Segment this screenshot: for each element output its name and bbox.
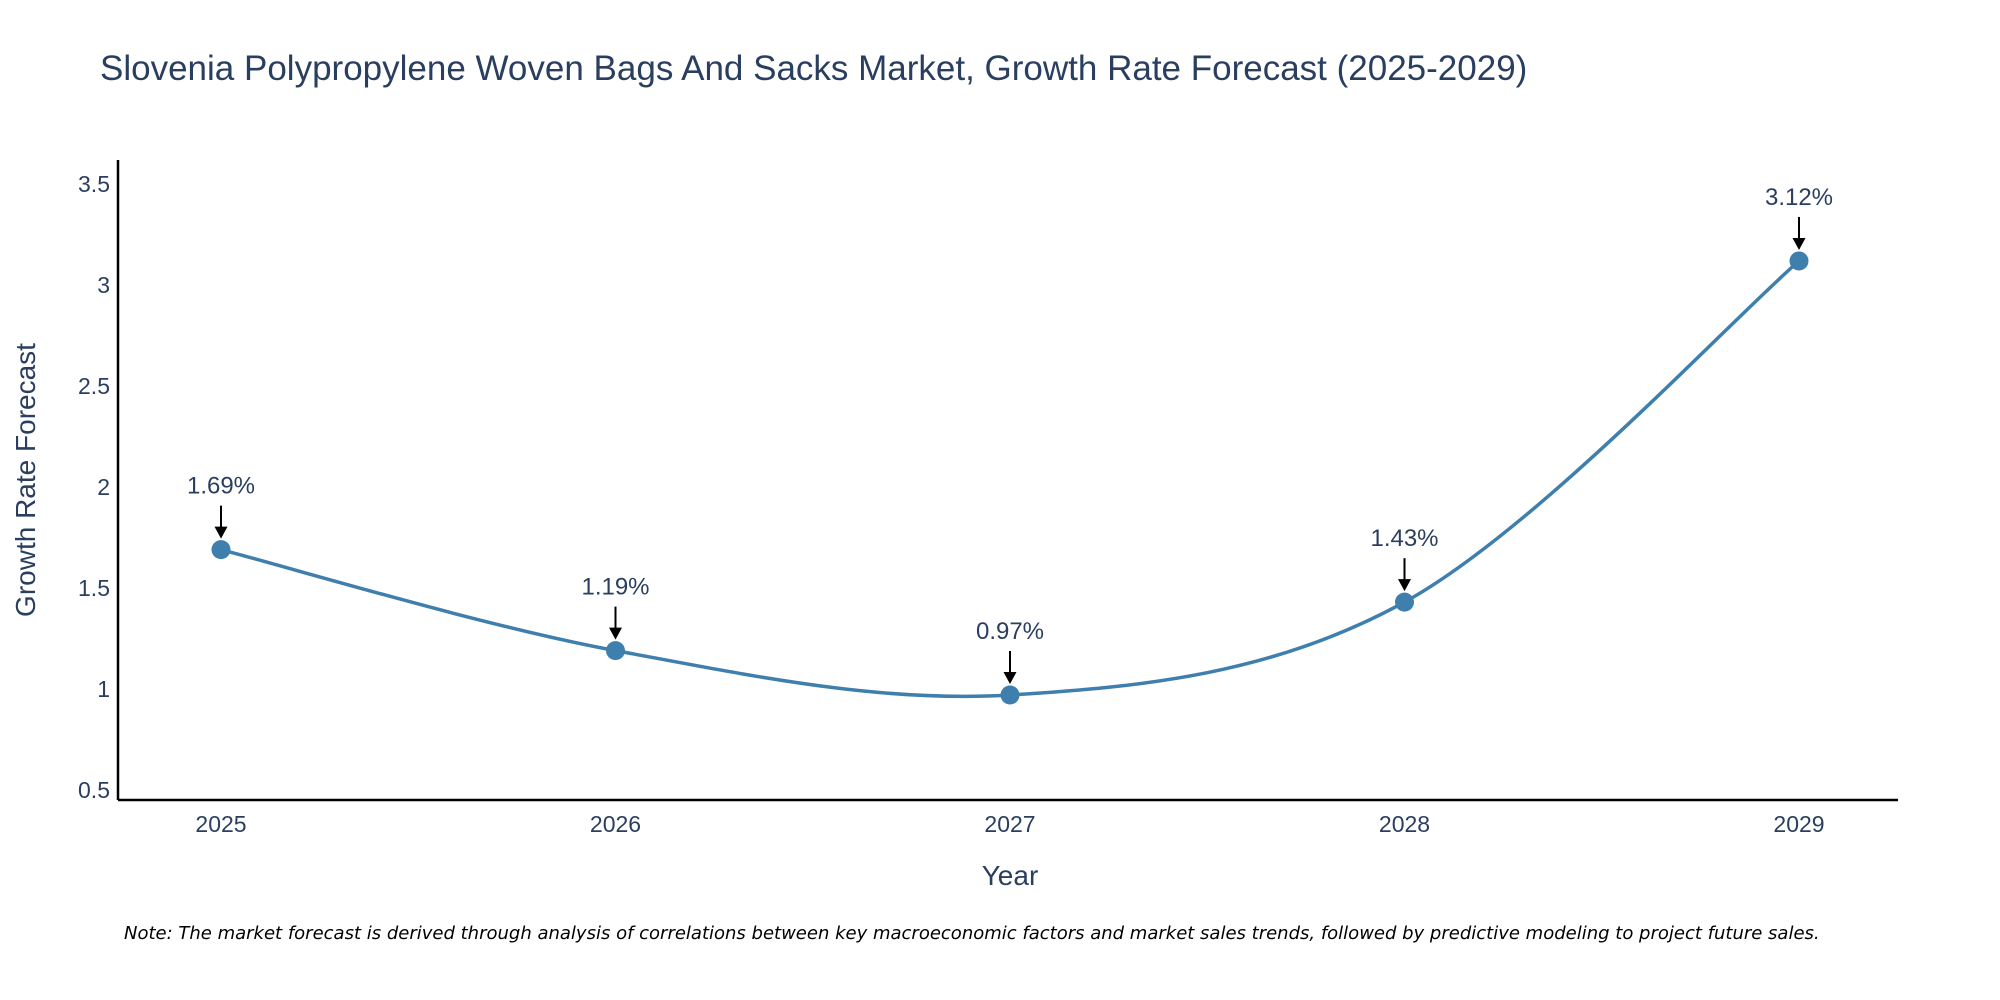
data-points xyxy=(211,251,1809,705)
x-tick-label: 2027 xyxy=(984,811,1035,837)
y-tick-label: 3.5 xyxy=(78,171,110,197)
y-tick-label: 1 xyxy=(97,676,110,702)
y-tick-label: 3 xyxy=(97,272,110,298)
data-label-annotations: 1.69% 1.19% 0.97% 1.43% 3.12% xyxy=(187,184,1833,685)
y-tick-label: 2 xyxy=(97,474,110,500)
x-tick-label: 2029 xyxy=(1773,811,1824,837)
x-tick-label: 2025 xyxy=(195,811,246,837)
data-point-marker xyxy=(1789,251,1809,271)
data-point-marker xyxy=(211,540,231,560)
y-tick-label: 1.5 xyxy=(78,575,110,601)
data-point-marker xyxy=(606,641,625,661)
chart-title: Slovenia Polypropylene Woven Bags And Sa… xyxy=(100,49,1527,88)
x-tick-label: 2026 xyxy=(590,811,641,837)
y-axis-ticks: 0.5 1 1.5 2 2.5 3 3.5 xyxy=(78,171,110,803)
x-axis-title: Year xyxy=(982,860,1039,891)
y-tick-label: 0.5 xyxy=(78,777,110,803)
x-axis-ticks: 2025 2026 2027 2028 2029 xyxy=(195,811,1824,837)
annotation-arrow-head xyxy=(1398,579,1411,592)
data-label: 1.19% xyxy=(581,574,649,601)
y-tick-label: 2.5 xyxy=(78,373,110,399)
annotation-arrow-head xyxy=(1003,672,1017,685)
series-line-growth-rate xyxy=(220,259,1801,699)
data-point-marker xyxy=(1395,592,1414,612)
x-tick-label: 2028 xyxy=(1379,811,1430,837)
footnote: Note: The market forecast is derived thr… xyxy=(124,923,1820,944)
data-label: 3.12% xyxy=(1765,184,1833,211)
annotation-arrow-head xyxy=(1792,237,1806,250)
annotation-arrow-head xyxy=(609,627,622,640)
annotation-arrow-head xyxy=(214,526,228,539)
data-label: 1.43% xyxy=(1370,525,1438,552)
data-point-marker xyxy=(1000,685,1020,705)
data-label: 0.97% xyxy=(976,618,1044,645)
y-axis-title: Growth Rate Forecast xyxy=(10,343,41,617)
data-label: 1.69% xyxy=(187,473,255,500)
